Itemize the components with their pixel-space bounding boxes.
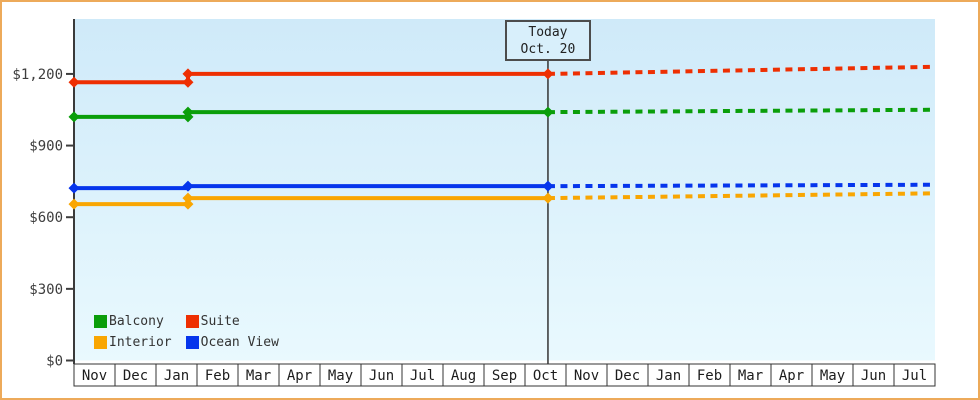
month-label: Jun [369, 368, 394, 384]
data-point-marker-suite [68, 76, 80, 88]
today-date-label: Oct. 20 [520, 41, 576, 57]
month-label: Nov [574, 368, 599, 384]
month-label: Jun [861, 368, 886, 384]
series-forecast-suite [547, 64, 936, 76]
month-label: Jan [656, 368, 681, 384]
data-point-marker-interior [182, 198, 194, 210]
data-point-marker-suite [542, 68, 554, 80]
legend-item-ocean-view: Ocean View [185, 335, 279, 350]
plot-background [74, 19, 935, 361]
month-label: May [820, 368, 845, 384]
month-label: Mar [738, 368, 763, 384]
month-label: Feb [205, 368, 230, 384]
month-label: Apr [287, 368, 312, 384]
month-label: Jan [164, 368, 189, 384]
legend-label: Balcony [109, 314, 164, 329]
legend-item-suite: Suite [185, 314, 279, 329]
legend: Balcony Suite Interior Ocean View [94, 314, 279, 350]
legend-label: Interior [109, 335, 172, 350]
data-point-marker-ocean-view [182, 180, 194, 192]
series-forecast-balcony [547, 107, 936, 115]
month-label: Nov [82, 368, 107, 384]
y-tick-label: $600 [29, 210, 63, 226]
month-label: Dec [123, 368, 148, 384]
month-label: Jul [902, 368, 927, 384]
month-label: Dec [615, 368, 640, 384]
data-point-marker-ocean-view [68, 182, 80, 194]
data-point-marker-interior [182, 192, 194, 204]
data-point-marker-balcony [182, 106, 194, 118]
legend-swatch-icon [94, 336, 107, 349]
y-tick-label: $300 [29, 282, 63, 298]
data-point-marker-suite [182, 68, 194, 80]
y-tick-label: $900 [29, 139, 63, 155]
data-point-marker-suite [182, 76, 194, 88]
data-point-marker-ocean-view [542, 180, 554, 192]
month-strip-box [73, 363, 936, 387]
data-point-marker-interior [68, 198, 80, 210]
month-label: Mar [246, 368, 271, 384]
month-label: Oct [533, 368, 558, 384]
x-axis-month-strip: Nov Dec Jan Feb Mar Apr May Jun Jul Aug Sep Oct Nov D… [73, 363, 936, 387]
legend-item-interior: Interior [94, 335, 172, 350]
series-line-ocean-view [74, 184, 548, 191]
data-point-marker-balcony [542, 106, 554, 118]
month-label: Jul [410, 368, 435, 384]
legend-label: Ocean View [200, 335, 279, 350]
today-label: Today [528, 24, 568, 40]
legend-swatch-icon [94, 315, 107, 328]
legend-swatch-icon [185, 315, 199, 328]
y-tick-label: $1,200 [12, 67, 63, 83]
month-label: Apr [779, 368, 804, 384]
today-marker-box: Today Oct. 20 [504, 20, 591, 61]
y-tick-label: $0 [46, 354, 63, 370]
series-forecast-ocean-view [547, 182, 936, 189]
data-point-marker-interior [542, 192, 554, 204]
legend-label: Suite [200, 314, 240, 329]
data-point-marker-balcony [68, 111, 80, 123]
series-forecast-interior [547, 191, 936, 201]
month-label: Feb [697, 368, 722, 384]
legend-swatch-icon [185, 336, 199, 349]
month-label: May [328, 368, 353, 384]
month-label: Aug [451, 368, 476, 384]
month-label: Sep [492, 368, 517, 384]
legend-item-balcony: Balcony [94, 314, 172, 329]
